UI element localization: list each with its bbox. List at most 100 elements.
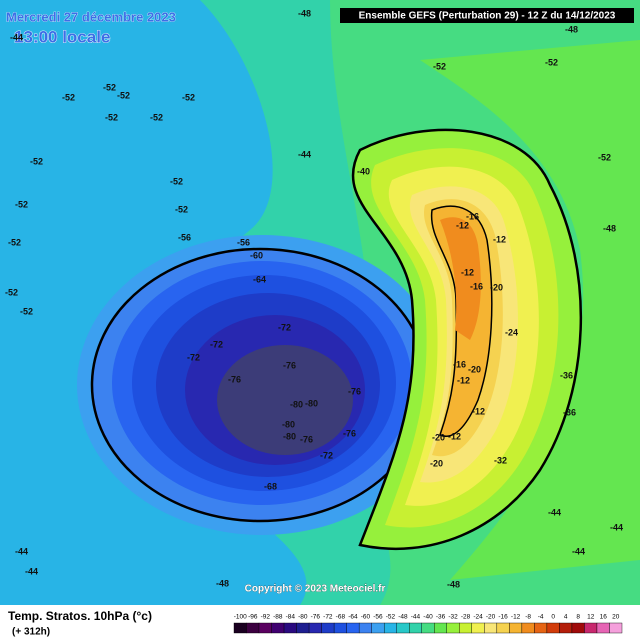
contour-label: -80 [283, 431, 296, 441]
contour-label: -44 [548, 507, 561, 517]
contour-label: -24 [505, 327, 518, 337]
colorbar-label: 8 [576, 614, 580, 621]
colorbar-label: -100 [234, 614, 247, 621]
footer-lead: (+ 312h) [12, 627, 50, 638]
colorbar-label: -64 [348, 614, 358, 621]
contour-label: -44 [298, 149, 311, 159]
colorbar-swatch [233, 622, 247, 634]
colorbar-label: -12 [511, 614, 521, 621]
colorbar-swatch [571, 622, 585, 634]
contour-label: -12 [456, 220, 469, 230]
colorbar-swatch [333, 622, 347, 634]
colorbar-swatch [346, 622, 360, 634]
colorbar-label: -84 [286, 614, 296, 621]
contour-label: -32 [494, 455, 507, 465]
contour-label: -12 [448, 431, 461, 441]
colorbar-swatch [509, 622, 523, 634]
colorbar-label: -48 [398, 614, 408, 621]
contour-label: -20 [490, 282, 503, 292]
footer-bg [0, 605, 640, 640]
colorbar-swatch [296, 622, 310, 634]
colorbar-label: -36 [436, 614, 446, 621]
contour-label: -20 [430, 458, 443, 468]
colorbar-label: -32 [448, 614, 458, 621]
colorbar-label: 4 [564, 614, 568, 621]
contour-label: -80 [290, 399, 303, 409]
colorbar-swatch [559, 622, 573, 634]
colorbar: -100 -96 -92 -88 -84 -80 -76 -72 -68 -64 -60 -56 -52… [233, 614, 623, 634]
colorbar-swatch [246, 622, 260, 634]
contour-label: -16 [453, 359, 466, 369]
colorbar-swatch [383, 622, 397, 634]
colorbar-swatch [321, 622, 335, 634]
contour-label: -64 [253, 274, 266, 284]
contour-label: -52 [5, 287, 18, 297]
contour-label: -56 [178, 232, 191, 242]
colorbar-label: -40 [423, 614, 433, 621]
colorbar-swatch [283, 622, 297, 634]
contour-label: -76 [300, 434, 313, 444]
contour-label: -44 [610, 522, 623, 532]
colorbar-label: 0 [551, 614, 555, 621]
contour-label: -52 [105, 112, 118, 122]
contour-label: -44 [10, 32, 23, 42]
contour-label: -80 [305, 398, 318, 408]
contour-label: -16 [466, 211, 479, 221]
colorbar-label: -20 [486, 614, 496, 621]
contour-label: -56 [237, 237, 250, 247]
contour-label: -52 [545, 57, 558, 67]
colorbar-swatch [584, 622, 598, 634]
colorbar-label: -16 [498, 614, 508, 621]
contour-label: -72 [320, 450, 333, 460]
colorbar-swatch [371, 622, 385, 634]
colorbar-label: 16 [600, 614, 608, 621]
contour-label: -48 [298, 8, 311, 18]
run-label: Ensemble GEFS (Perturbation 29) - 12 Z d… [359, 11, 616, 22]
contour-label: -52 [598, 152, 611, 162]
colorbar-label: -60 [361, 614, 371, 621]
contour-label: -52 [8, 237, 21, 247]
colorbar-swatch [496, 622, 510, 634]
contour-label: -52 [170, 176, 183, 186]
contour-label: -52 [175, 204, 188, 214]
contour-label: -12 [461, 267, 474, 277]
contour-label: -76 [283, 360, 296, 370]
colorbar-label: -8 [525, 614, 531, 621]
colorbar-label: -88 [273, 614, 283, 621]
colorbar-swatch [271, 622, 285, 634]
colorbar-label: 20 [612, 614, 620, 621]
colorbar-label: -24 [473, 614, 483, 621]
contour-label: -76 [348, 386, 361, 396]
colorbar-swatch [471, 622, 485, 634]
contour-label: -52 [117, 90, 130, 100]
colorbar-label: -4 [538, 614, 544, 621]
colorbar-label: -56 [373, 614, 383, 621]
contour-label: -52 [20, 306, 33, 316]
contour-label: -36 [563, 407, 576, 417]
colorbar-label: -52 [386, 614, 396, 621]
colorbar-swatch [409, 622, 422, 634]
map-labels: -44-52-52-52-52 -52-52-52-52-52-52-52-52-… [5, 8, 623, 589]
contour-label: -40 [357, 166, 370, 176]
contour-label: -44 [15, 546, 28, 556]
copyright: Copyright © 2023 Meteociel.fr [245, 584, 386, 595]
run-box [340, 8, 634, 23]
contour-label: -52 [15, 199, 28, 209]
colorbar-label: -96 [248, 614, 258, 621]
contour-label: -76 [343, 428, 356, 438]
colorbar-label: -76 [311, 614, 321, 621]
colorbar-swatch [521, 622, 535, 634]
contour-label: -12 [493, 234, 506, 244]
contour-label: -72 [278, 322, 291, 332]
contour-label: -12 [457, 375, 470, 385]
contour-label: -52 [182, 92, 195, 102]
contour-label: -52 [103, 82, 116, 92]
colorbar-swatch [484, 622, 498, 634]
contour-label: -52 [62, 92, 75, 102]
colorbar-swatch [258, 622, 272, 634]
contour-label: -52 [30, 156, 43, 166]
colorbar-label: -72 [323, 614, 333, 621]
contour-label: -60 [250, 250, 263, 260]
